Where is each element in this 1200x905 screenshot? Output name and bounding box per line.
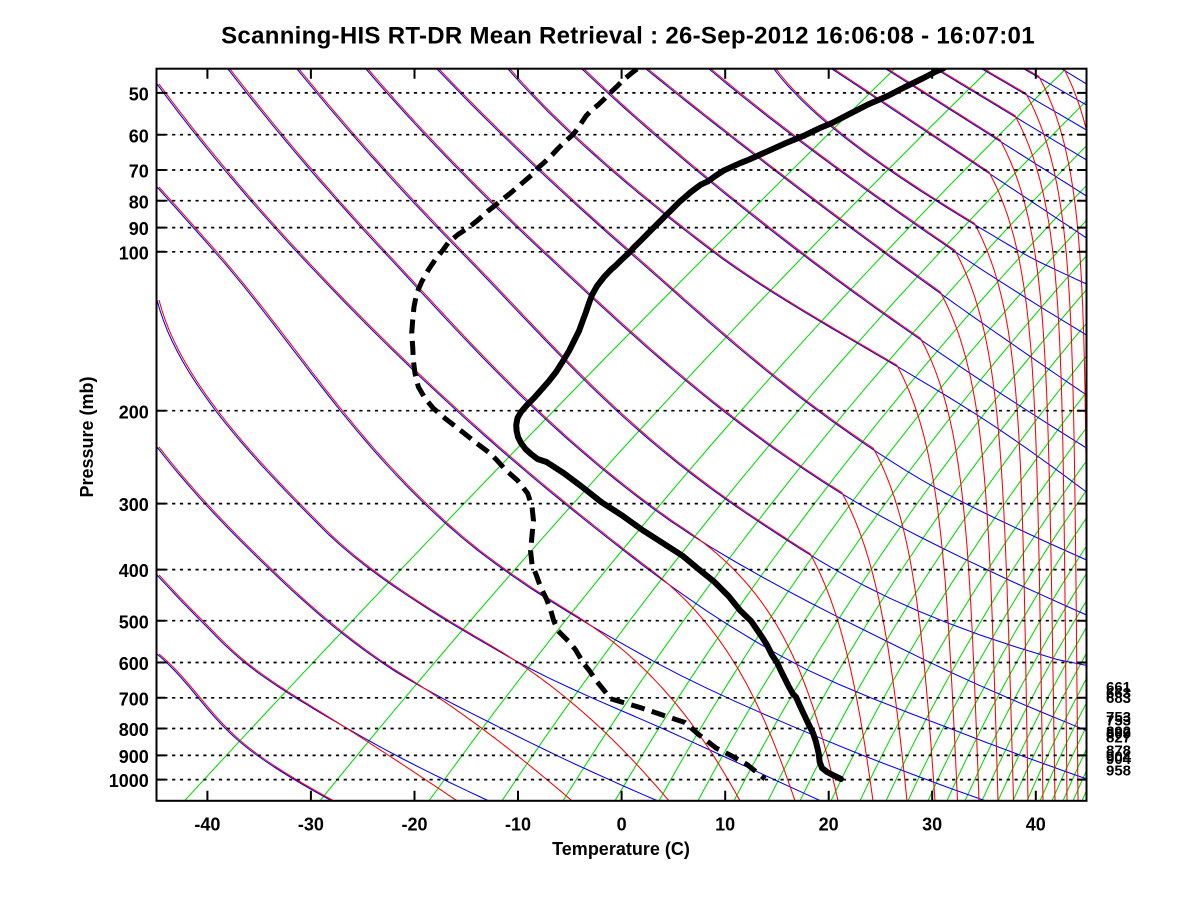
svg-text:700: 700 [119, 689, 149, 709]
svg-text:50: 50 [129, 85, 149, 105]
svg-text:663: 663 [1106, 685, 1131, 702]
svg-text:Scanning-HIS RT-DR Mean Retrie: Scanning-HIS RT-DR Mean Retrieval : 26-S… [221, 23, 1035, 50]
svg-text:-20: -20 [401, 815, 427, 835]
svg-text:904: 904 [1106, 751, 1132, 768]
svg-text:958: 958 [1106, 763, 1131, 780]
svg-text:400: 400 [119, 561, 149, 581]
svg-text:80: 80 [129, 192, 149, 212]
svg-text:-30: -30 [298, 815, 324, 835]
svg-text:-10: -10 [505, 815, 531, 835]
svg-text:90: 90 [129, 219, 149, 239]
svg-text:20: 20 [819, 815, 839, 835]
svg-text:878: 878 [1106, 743, 1131, 760]
svg-text:70: 70 [129, 162, 149, 182]
svg-text:Pressure (mb): Pressure (mb) [77, 376, 97, 497]
svg-text:600: 600 [119, 654, 149, 674]
svg-text:800: 800 [119, 720, 149, 740]
svg-text:200: 200 [119, 402, 149, 422]
svg-text:100: 100 [119, 243, 149, 263]
svg-text:753: 753 [1106, 713, 1131, 730]
svg-text:10: 10 [715, 815, 735, 835]
svg-text:0: 0 [617, 815, 627, 835]
svg-text:30: 30 [922, 815, 942, 835]
svg-text:683: 683 [1106, 690, 1131, 707]
svg-text:Temperature (C): Temperature (C) [552, 839, 690, 859]
svg-text:753: 753 [1106, 709, 1131, 726]
svg-text:892: 892 [1106, 724, 1131, 741]
svg-text:-40: -40 [194, 815, 220, 835]
svg-text:661: 661 [1106, 679, 1131, 696]
svg-text:60: 60 [129, 126, 149, 146]
svg-text:300: 300 [119, 495, 149, 515]
svg-text:1000: 1000 [109, 771, 149, 791]
svg-text:500: 500 [119, 612, 149, 632]
svg-text:827: 827 [1106, 730, 1131, 747]
svg-text:40: 40 [1026, 815, 1046, 835]
svg-text:904: 904 [1106, 749, 1132, 766]
svg-text:809: 809 [1106, 726, 1131, 743]
svg-text:900: 900 [119, 747, 149, 767]
